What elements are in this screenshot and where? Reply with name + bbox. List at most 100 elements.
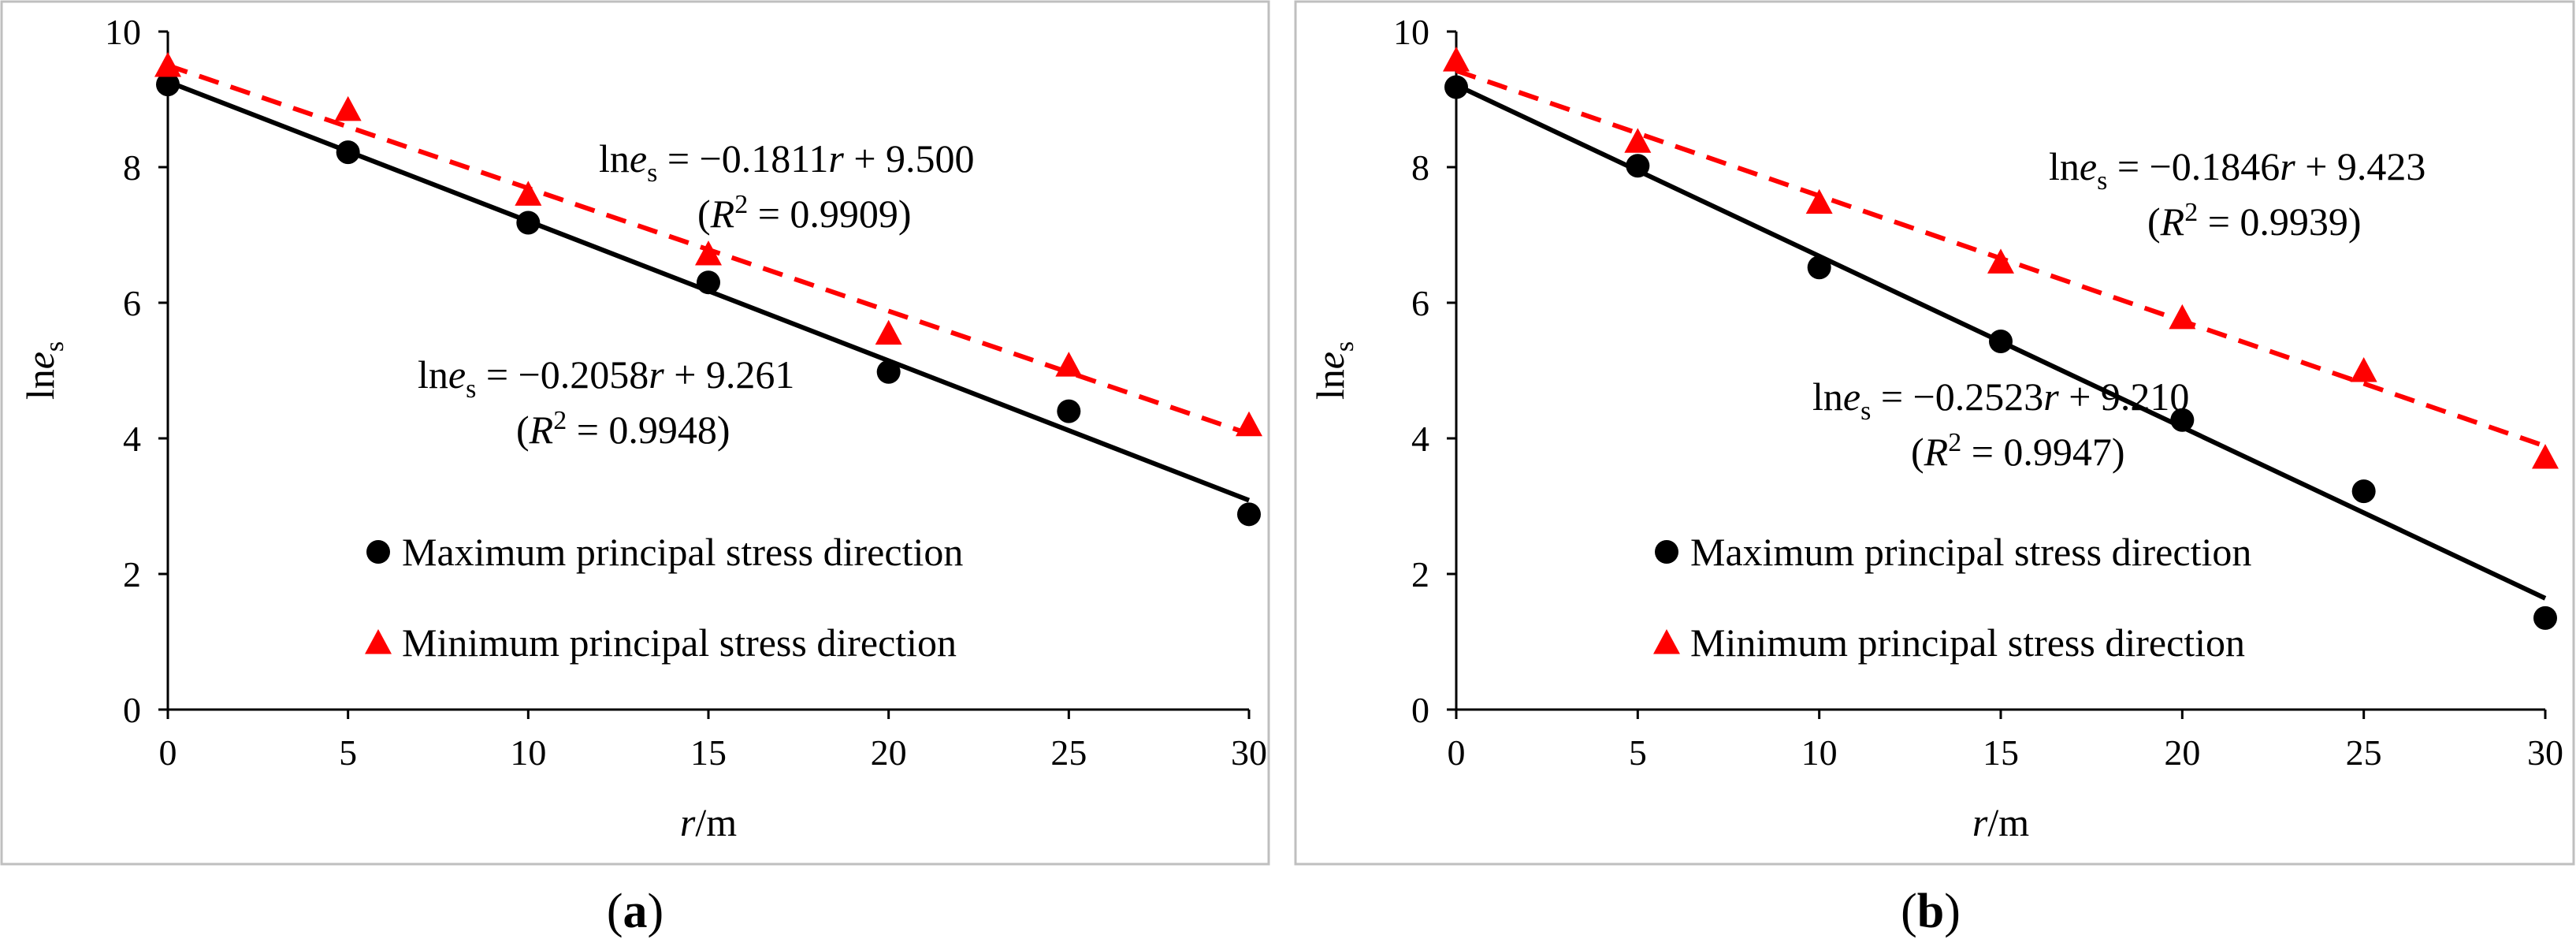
r2-value: = 0.9909) bbox=[748, 192, 911, 236]
eq-ln: ln bbox=[2049, 144, 2080, 188]
y-tick-label: 4 bbox=[1411, 419, 1429, 459]
eq-slope: = −0.2058 bbox=[476, 352, 649, 397]
x-tick-label: 0 bbox=[1448, 732, 1466, 773]
r2-paren: ( bbox=[1911, 430, 1924, 474]
r2-value: = 0.9939) bbox=[2198, 199, 2361, 244]
data-point-maximum bbox=[1057, 399, 1081, 423]
r2-paren: ( bbox=[2147, 199, 2161, 244]
eq-intercept: + 9.423 bbox=[2295, 144, 2426, 188]
legend-marker-maximum bbox=[366, 540, 390, 564]
data-point-minimum bbox=[515, 181, 542, 206]
r2-paren: ( bbox=[697, 192, 711, 236]
legend-label-maximum: Maximum principal stress direction bbox=[1690, 530, 2251, 574]
eq-var-r: r bbox=[2043, 374, 2059, 419]
eq-intercept: + 9.210 bbox=[2059, 374, 2190, 419]
y-axis-label-sub: s bbox=[1330, 341, 1359, 352]
x-tick-label: 20 bbox=[2164, 732, 2200, 773]
data-point-maximum bbox=[1444, 75, 1468, 99]
y-tick-label: 6 bbox=[1411, 283, 1429, 323]
eq-sub: s bbox=[647, 158, 657, 188]
eq-var-r: r bbox=[2280, 144, 2295, 188]
x-tick-label: 20 bbox=[871, 732, 907, 773]
r2-minimum: (R2 = 0.9909) bbox=[697, 190, 912, 236]
eq-var-r: r bbox=[828, 136, 844, 181]
eq-sub: s bbox=[2097, 166, 2107, 196]
y-tick-label: 8 bbox=[1411, 147, 1429, 188]
data-point-maximum bbox=[336, 140, 360, 165]
legend-marker-maximum bbox=[1655, 540, 1678, 564]
y-tick-label: 4 bbox=[123, 419, 141, 459]
panel-a-caption-label: a bbox=[623, 885, 648, 938]
x-axis-label-unit: /m bbox=[1987, 800, 2029, 844]
r2-value: = 0.9948) bbox=[567, 408, 730, 452]
x-tick-label: 25 bbox=[2346, 732, 2382, 773]
data-point-minimum bbox=[1987, 248, 2014, 274]
data-point-maximum bbox=[697, 270, 720, 295]
eq-var-e: e bbox=[2080, 144, 2097, 188]
panel-b-frame bbox=[1294, 0, 2575, 866]
data-point-minimum bbox=[1805, 188, 1833, 214]
r2-sup: 2 bbox=[734, 190, 748, 219]
eq-slope: = −0.2523 bbox=[1871, 374, 2043, 419]
data-point-minimum bbox=[2532, 444, 2559, 469]
y-axis-label-var: e bbox=[18, 352, 62, 369]
data-point-minimum bbox=[875, 319, 902, 345]
r2-sup: 2 bbox=[553, 406, 567, 435]
r2-value: = 0.9947) bbox=[1961, 430, 2124, 474]
x-axis-label: r/m bbox=[1972, 800, 2029, 844]
r2-minimum: (R2 = 0.9939) bbox=[2147, 198, 2362, 244]
y-axis-label: lnes bbox=[1308, 341, 1359, 400]
data-point-minimum bbox=[695, 240, 722, 266]
data-point-maximum bbox=[1237, 502, 1261, 527]
y-tick-label: 2 bbox=[123, 554, 141, 594]
x-tick-label: 10 bbox=[510, 732, 546, 773]
data-point-maximum bbox=[1807, 255, 1831, 280]
eq-slope: = −0.1811 bbox=[657, 136, 828, 181]
eq-intercept: + 9.261 bbox=[664, 352, 795, 397]
data-point-maximum bbox=[876, 360, 901, 384]
x-tick-label: 15 bbox=[1983, 732, 2019, 773]
x-tick-label: 5 bbox=[339, 732, 357, 773]
equation-minimum: lnes = −0.1811r + 9.500 bbox=[599, 136, 975, 188]
r2-var: R bbox=[2160, 199, 2185, 244]
r2-var: R bbox=[710, 192, 735, 236]
r2-var: R bbox=[529, 408, 554, 452]
y-axis-label-ln: ln bbox=[18, 369, 62, 400]
y-tick-label: 6 bbox=[123, 283, 141, 323]
legend-label-minimum: Minimum principal stress direction bbox=[402, 620, 957, 665]
data-point-maximum bbox=[156, 73, 180, 97]
x-axis-label: r/m bbox=[680, 800, 737, 844]
r2-var: R bbox=[1924, 430, 1949, 474]
data-point-minimum bbox=[2169, 304, 2196, 330]
r2-maximum: (R2 = 0.9947) bbox=[1911, 428, 2125, 474]
r2-sup: 2 bbox=[1948, 428, 1961, 457]
eq-var-e: e bbox=[448, 352, 466, 397]
y-tick-label: 10 bbox=[1393, 12, 1429, 52]
y-axis-label-sub: s bbox=[40, 341, 69, 352]
y-axis-label-var: e bbox=[1308, 352, 1352, 369]
x-tick-label: 30 bbox=[2527, 732, 2563, 773]
data-point-minimum bbox=[1236, 411, 1262, 437]
data-point-minimum bbox=[1443, 47, 1470, 72]
panel-b-caption: (b) bbox=[1901, 885, 1961, 938]
equation-maximum: lnes = −0.2058r + 9.261 bbox=[418, 352, 794, 404]
x-axis-label-unit: /m bbox=[695, 800, 737, 844]
legend-marker-minimum bbox=[1653, 629, 1680, 654]
x-tick-label: 10 bbox=[1801, 732, 1838, 773]
y-tick-label: 10 bbox=[105, 12, 141, 52]
data-point-maximum bbox=[2533, 606, 2557, 630]
y-axis-label-ln: ln bbox=[1308, 369, 1352, 400]
legend-label-maximum: Maximum principal stress direction bbox=[402, 530, 963, 574]
equation-maximum: lnes = −0.2523r + 9.210 bbox=[1812, 374, 2189, 426]
y-tick-label: 0 bbox=[123, 690, 141, 730]
eq-ln: ln bbox=[1812, 374, 1843, 419]
eq-intercept: + 9.500 bbox=[844, 136, 975, 181]
data-point-maximum bbox=[1626, 154, 1650, 178]
panel-a-caption: (a) bbox=[607, 885, 664, 938]
eq-ln: ln bbox=[599, 136, 630, 181]
eq-var-e: e bbox=[630, 136, 647, 181]
data-point-minimum bbox=[1055, 352, 1083, 377]
